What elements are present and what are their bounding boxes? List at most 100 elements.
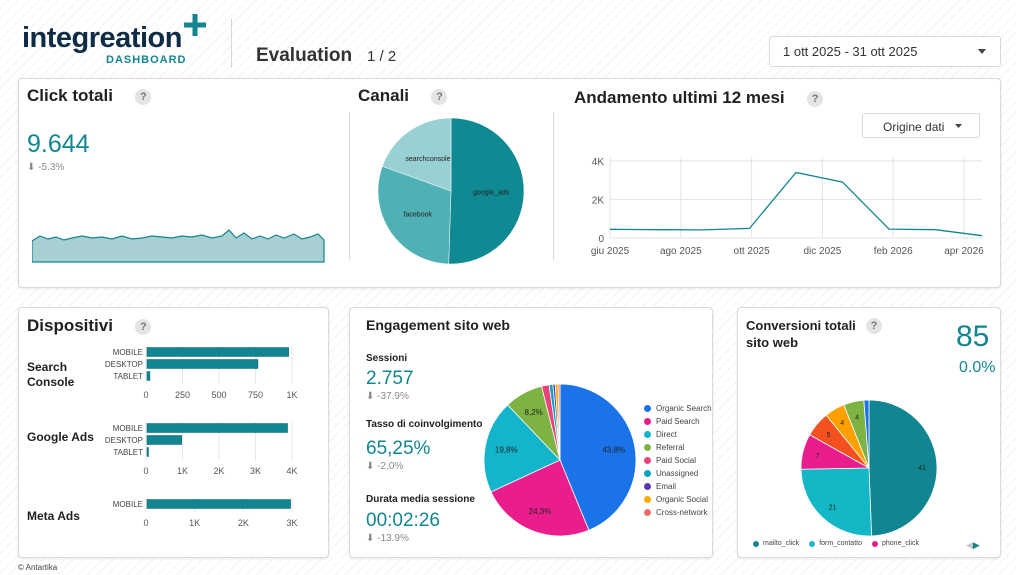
legend-label: Unassigned [656,469,699,478]
durata-delta-row: ⬇ -13.9% [366,533,409,544]
bar-category-label: MOBILE [113,348,143,357]
legend-label: Organic Search [656,404,712,413]
bar-desktop[interactable] [146,435,182,445]
legend-label: Organic Social [656,495,709,504]
pie-slice-searchconsole[interactable] [381,118,452,192]
pie-slice-label: 21 [829,505,837,512]
x-tick-label: 3K [286,518,297,528]
engagement-legend: Organic Search Paid Search Direct Referral P… [644,402,712,519]
help-icon[interactable]: ? [866,318,882,334]
bar-tablet[interactable] [146,371,151,381]
help-icon[interactable]: ? [431,88,448,105]
origine-dati-button[interactable]: Origine dati [862,113,980,138]
pie-slice-direct[interactable] [484,404,561,493]
search-console-bar-chart[interactable]: 0 250 500 750 1K MOBILE DESKTOP TABLET [96,344,310,402]
sessioni-delta: -37.9% [377,391,409,402]
legend-dot [809,540,816,547]
trend-line-chart[interactable]: 0 2K 4K giu 2025 ago 2025 ott 2025 dic 2025 feb… [582,145,987,263]
prev-page-icon[interactable]: ◀ [966,540,973,550]
legend-item[interactable]: Organic Social [644,493,712,506]
legend-item[interactable]: Paid Search [644,415,712,428]
bar-mobile[interactable] [146,499,291,509]
pie-slice-label: searchconsole [405,156,450,163]
legend-label: phone_click [882,540,919,547]
legend-dot [644,405,651,412]
legend-dot [644,431,651,438]
pie-slice-form-contatto[interactable] [801,467,872,536]
durata-delta: -13.9% [377,533,409,544]
legend-item[interactable]: Organic Search [644,402,712,415]
bar-category-label: MOBILE [113,424,143,433]
legend-label: Email [656,482,677,491]
x-tick-label: 0 [143,518,148,528]
legend-item[interactable]: Paid Social [644,454,712,467]
x-tick-label: 3K [250,466,261,476]
legend-pager[interactable]: ◀▶ [966,540,980,551]
pie-slice-other-6[interactable] [863,400,870,469]
legend-label: Direct [656,430,677,439]
durata-value: 00:02:26 [366,510,440,531]
trend-series-line[interactable] [609,171,983,237]
click-sparkline [32,229,325,263]
bar-category-label: DESKTOP [105,436,143,445]
help-icon[interactable]: ? [135,318,152,335]
bar-category-label: DESKTOP [105,360,143,369]
click-totali-title: Click totali [27,86,113,105]
legend-label: form_contatto [819,540,862,547]
click-totali-delta-row: ⬇ -5.3% [27,162,64,173]
legend-dot [872,540,878,547]
legend-dot [644,457,651,464]
sessioni-label: Sessioni [366,353,408,364]
group-label-search-console: Search Console [27,360,75,389]
legend-item[interactable]: Cross-network [644,506,712,519]
x-tick-label: 4K [286,466,297,476]
legend-label: mailto_click [763,540,800,547]
pie-slice-label: 4 [840,420,844,427]
engagement-pie-chart[interactable]: 43,8% 24,3% 19,8% 8,2% [484,384,636,536]
pie-slice-organic-search[interactable] [559,384,636,531]
bar-mobile[interactable] [146,423,288,433]
bar-tablet[interactable] [146,447,149,457]
pie-slice-label: 4 [855,414,859,421]
x-tick-label: apr 2026 [944,246,984,257]
page-index[interactable]: 1 / 2 [367,48,397,65]
date-range-label: 1 ott 2025 - 31 ott 2025 [783,44,918,59]
meta-ads-bar-chart[interactable]: 0 1K 2K 3K MOBILE [96,496,310,540]
pie-slice-cross-network[interactable] [557,384,561,461]
pie-slice-label: 7 [816,453,820,460]
group-label-meta-ads: Meta Ads [27,509,80,523]
legend-item[interactable]: Referral [644,441,712,454]
date-range-picker[interactable]: 1 ott 2025 - 31 ott 2025 [769,36,1001,67]
conversioni-pie-chart[interactable]: 41 21 7 5 4 4 [801,400,937,536]
legend-item[interactable]: phone_click [872,540,919,547]
group-label-google-ads: Google Ads [27,430,94,444]
legend-item[interactable]: Direct [644,428,712,441]
legend-item[interactable]: mailto_click [753,540,799,547]
tasso-label: Tasso di coinvolgimento [366,419,483,430]
help-icon[interactable]: ? [135,88,152,105]
legend-item[interactable]: form_contatto [809,540,862,547]
next-page-icon[interactable]: ▶ [972,540,980,550]
bar-category-label: MOBILE [113,500,143,509]
bar-desktop[interactable] [146,359,259,369]
help-icon[interactable]: ? [807,90,824,107]
legend-item[interactable]: Email [644,480,712,493]
legend-item[interactable]: Unassigned [644,467,712,480]
x-tick-label: 750 [248,390,263,400]
pie-slice-label: 19,8% [495,446,518,455]
click-totali-value: 9.644 [27,130,90,158]
pie-slice-google-ads[interactable] [448,118,524,264]
arrow-down-icon: ⬇ [366,533,375,544]
footer-copyright: © Antartika [18,563,58,572]
bar-mobile[interactable] [146,347,289,357]
google-ads-bar-chart[interactable]: 0 1K 2K 3K 4K MOBILE DESKTOP TABLET [96,420,310,478]
x-tick-label: 0 [143,390,148,400]
pie-slice-mailto-click[interactable] [868,400,937,536]
canali-pie-chart[interactable]: google_ads facebook searchconsole [378,118,524,264]
y-tick-label: 0 [598,234,604,245]
legend-label: Cross-network [656,508,708,517]
canali-title-row: Canali ? [358,86,448,106]
pie-slice-facebook[interactable] [378,165,452,264]
pie-slice-paid-search[interactable] [490,459,590,536]
